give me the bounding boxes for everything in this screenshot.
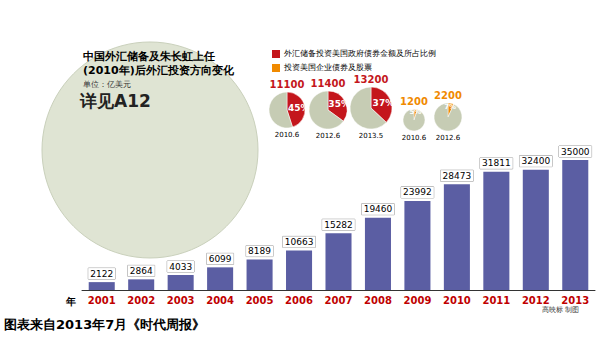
svg-text:6099: 6099 <box>209 254 232 264</box>
svg-text:5%: 5% <box>409 108 421 116</box>
svg-text:2010.6: 2010.6 <box>402 134 427 142</box>
svg-text:外汇储备投资美国政府债券金额及所占比例: 外汇储备投资美国政府债券金额及所占比例 <box>284 49 436 58</box>
svg-text:高映标 制图: 高映标 制图 <box>542 306 579 314</box>
svg-text:15282: 15282 <box>324 220 353 230</box>
svg-text:23992: 23992 <box>403 187 432 197</box>
svg-text:2004: 2004 <box>206 295 234 306</box>
svg-text:2013: 2013 <box>561 295 589 306</box>
svg-text:2001: 2001 <box>88 295 116 306</box>
svg-text:详见A12: 详见A12 <box>79 91 151 111</box>
svg-text:7%: 7% <box>444 103 456 111</box>
svg-text:单位：亿美元: 单位：亿美元 <box>83 80 131 89</box>
svg-text:2012: 2012 <box>522 295 550 306</box>
svg-text:2010: 2010 <box>443 295 471 306</box>
svg-text:投资美国企业债券及股票: 投资美国企业债券及股票 <box>283 63 372 72</box>
svg-text:11100: 11100 <box>270 79 305 90</box>
svg-text:2013.5: 2013.5 <box>359 132 384 140</box>
svg-text:年: 年 <box>65 296 76 307</box>
svg-text:2006: 2006 <box>285 295 313 306</box>
svg-text:2005: 2005 <box>246 295 274 306</box>
svg-text:13200: 13200 <box>354 74 389 85</box>
svg-text:2011: 2011 <box>482 295 510 306</box>
svg-text:35%: 35% <box>328 99 350 109</box>
svg-text:28473: 28473 <box>443 171 472 181</box>
svg-text:2200: 2200 <box>434 90 462 101</box>
svg-text:35000: 35000 <box>561 147 590 157</box>
svg-text:2122: 2122 <box>90 269 113 279</box>
svg-text:2007: 2007 <box>325 295 353 306</box>
svg-text:8189: 8189 <box>248 246 271 256</box>
svg-text:31811: 31811 <box>482 158 511 168</box>
svg-text:2008: 2008 <box>364 295 392 306</box>
svg-text:19460: 19460 <box>364 204 393 214</box>
svg-text:2012.6: 2012.6 <box>436 134 461 142</box>
svg-text:中国外汇储备及朱长虹上任: 中国外汇储备及朱长虹上任 <box>83 50 215 63</box>
svg-text:2003: 2003 <box>167 295 195 306</box>
svg-text:2002: 2002 <box>127 295 155 306</box>
svg-text:2009: 2009 <box>404 295 432 306</box>
svg-text:2864: 2864 <box>130 266 153 276</box>
svg-text:37%: 37% <box>373 98 395 108</box>
svg-text:(2010年)后外汇投资方向变化: (2010年)后外汇投资方向变化 <box>83 64 235 77</box>
svg-text:45%: 45% <box>288 103 310 113</box>
svg-text:10663: 10663 <box>285 237 314 247</box>
svg-text:图表来自2013年7月《时代周报》: 图表来自2013年7月《时代周报》 <box>4 317 205 332</box>
svg-text:4033: 4033 <box>169 262 192 272</box>
svg-text:2012.6: 2012.6 <box>316 132 341 140</box>
svg-text:32400: 32400 <box>521 156 550 166</box>
svg-text:11400: 11400 <box>311 78 346 89</box>
svg-text:2010.6: 2010.6 <box>275 131 300 139</box>
svg-text:1200: 1200 <box>400 96 428 107</box>
